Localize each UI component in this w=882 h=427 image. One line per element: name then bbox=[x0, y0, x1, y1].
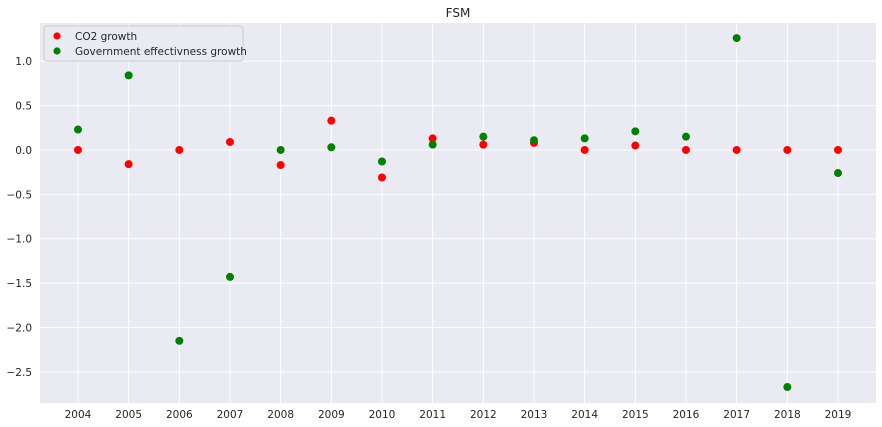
government-effectiveness-point bbox=[732, 34, 741, 43]
x-tick-label: 2012 bbox=[470, 409, 497, 421]
y-tick-label: 1.0 bbox=[15, 56, 32, 68]
co2-growth-point bbox=[428, 134, 437, 143]
x-tick-label: 2005 bbox=[115, 409, 142, 421]
co2-growth-point bbox=[378, 173, 386, 182]
y-tick-label: −2.0 bbox=[7, 323, 33, 335]
government-effectiveness-point bbox=[175, 336, 184, 345]
legend-label-co2: CO2 growth bbox=[75, 31, 137, 43]
x-tick-label: 2010 bbox=[369, 409, 396, 421]
government-effectiveness-point bbox=[378, 157, 386, 166]
y-axis-ticks: 1.0 0.5 0.0 −0.5 −1.0 −1.5 −2.0 −2.5 bbox=[7, 56, 33, 379]
legend: CO2 growth Government effectivness growt… bbox=[43, 25, 247, 62]
x-tick-label: 2019 bbox=[825, 409, 852, 421]
x-tick-label: 2014 bbox=[571, 409, 598, 421]
chart-title: FSM bbox=[446, 6, 471, 20]
y-tick-label: 0.5 bbox=[15, 101, 32, 113]
data-points bbox=[74, 34, 842, 392]
x-tick-label: 2006 bbox=[166, 409, 193, 421]
x-tick-label: 2015 bbox=[622, 409, 649, 421]
x-tick-label: 2016 bbox=[673, 409, 700, 421]
co2-growth-point bbox=[783, 145, 792, 154]
co2-growth-point bbox=[580, 145, 589, 154]
legend-marker-co2 bbox=[53, 32, 61, 40]
government-effectiveness-point bbox=[682, 132, 690, 141]
x-tick-label: 2004 bbox=[65, 409, 92, 421]
x-tick-label: 2009 bbox=[318, 409, 345, 421]
x-tick-label: 2011 bbox=[419, 409, 446, 421]
co2-growth-point bbox=[631, 141, 640, 150]
co2-growth-point bbox=[479, 140, 488, 149]
y-tick-label: −1.0 bbox=[7, 234, 33, 246]
y-tick-label: −1.5 bbox=[7, 278, 33, 290]
co2-growth-point bbox=[74, 145, 82, 154]
government-effectiveness-point bbox=[74, 125, 82, 134]
government-effectiveness-point bbox=[479, 132, 488, 141]
government-effectiveness-point bbox=[631, 127, 640, 136]
plot-area bbox=[40, 23, 876, 403]
legend-marker-government bbox=[53, 47, 61, 55]
legend-label-government: Government effectivness growth bbox=[75, 46, 247, 58]
co2-growth-point bbox=[276, 161, 285, 170]
x-tick-label: 2018 bbox=[774, 409, 801, 421]
government-effectiveness-point bbox=[428, 140, 437, 149]
y-tick-label: −0.5 bbox=[7, 189, 33, 201]
co2-growth-point bbox=[327, 116, 336, 125]
legend-box bbox=[43, 25, 244, 62]
government-effectiveness-point bbox=[834, 169, 842, 178]
co2-growth-point bbox=[834, 145, 842, 154]
x-tick-label: 2007 bbox=[217, 409, 244, 421]
government-effectiveness-point bbox=[580, 134, 589, 143]
x-tick-label: 2017 bbox=[723, 409, 750, 421]
government-effectiveness-point bbox=[530, 136, 538, 145]
government-effectiveness-point bbox=[226, 272, 234, 281]
government-effectiveness-point bbox=[124, 71, 133, 80]
co2-growth-point bbox=[175, 145, 184, 154]
co2-growth-point bbox=[226, 137, 234, 146]
co2-growth-point bbox=[682, 145, 690, 154]
x-tick-label: 2008 bbox=[267, 409, 294, 421]
x-axis-ticks: 2004 2005 2006 2007 2008 2009 2010 2011 2012 2013… bbox=[65, 409, 852, 421]
government-effectiveness-point bbox=[783, 383, 792, 392]
co2-growth-point bbox=[124, 160, 133, 169]
x-tick-label: 2013 bbox=[521, 409, 548, 421]
y-tick-label: 0.0 bbox=[15, 145, 32, 157]
y-tick-label: −2.5 bbox=[7, 367, 33, 379]
co2-growth-point bbox=[732, 145, 741, 154]
government-effectiveness-point bbox=[327, 143, 336, 152]
government-effectiveness-point bbox=[276, 145, 285, 154]
